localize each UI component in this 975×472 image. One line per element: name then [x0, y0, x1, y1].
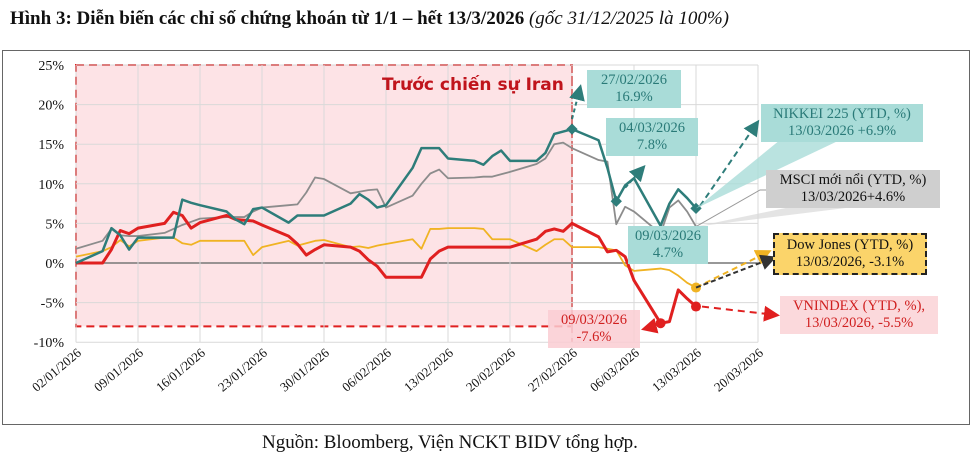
title-main: Hình 3: Diễn biến các chỉ số chứng khoán…: [10, 8, 529, 29]
y-tick-label: 0%: [45, 257, 64, 272]
x-tick-label: 20/03/2026: [711, 345, 766, 395]
series-line-nikkei: [75, 127, 697, 265]
y-tick-label: 25%: [38, 59, 64, 74]
y-tick-label: -5%: [41, 297, 65, 312]
x-tick-label: 06/02/2026: [339, 345, 394, 395]
series-line-vnindex: [76, 210, 697, 325]
title-note: (gốc 31/12/2025 là 100%): [528, 8, 729, 29]
y-tick-label: -10%: [34, 336, 65, 351]
x-tick-label: 13/03/2026: [649, 345, 704, 395]
legend-dow: Dow Jones (YTD, %) 13/03/2026, -3.1%: [773, 233, 927, 275]
marker-nikkei: [610, 195, 622, 207]
arrow-vnindex: [701, 305, 780, 322]
source-note: Nguồn: Bloomberg, Viện NCKT BIDV tổng hợ…: [262, 432, 638, 453]
arrow-nikkei-peak: [569, 84, 585, 120]
arrow-vnindex-low: [640, 317, 659, 334]
y-tick-label: 20%: [38, 99, 64, 114]
legend-vnindex: VNINDEX (YTD, %), 13/03/2026, -5.5%: [780, 296, 938, 334]
annotation-nikkei-0403: 04/03/2026 7.8%: [606, 118, 698, 156]
callout-msci: [696, 205, 870, 227]
x-tick-label: 09/01/2026: [91, 345, 146, 395]
arrow-nikkei-legend: [699, 119, 760, 207]
x-tick-label: 02/01/2026: [29, 345, 84, 395]
chart-frame: [2, 50, 970, 425]
marker-vnindex: [655, 318, 666, 329]
arrow-dow: [695, 250, 772, 289]
y-tick-label: 10%: [38, 178, 64, 193]
x-tick-label: 30/01/2026: [277, 345, 332, 395]
annotation-vnindex-low: 09/03/2026 -7.6%: [548, 310, 640, 348]
period-label: Trước chiến sự Iran: [382, 74, 564, 95]
arrow-dow-dashed: [695, 254, 777, 289]
x-tick-label: 27/02/2026: [525, 345, 580, 395]
x-tick-label: 16/01/2026: [153, 345, 208, 395]
annotation-nikkei-0903: 09/03/2026 4.7%: [628, 226, 708, 264]
legend-msci: MSCI mới nổi (YTD, %) 13/03/2026+4.6%: [766, 170, 940, 208]
y-tick-label: 15%: [38, 138, 64, 153]
y-tick-label: 5%: [45, 217, 64, 232]
x-tick-label: 13/02/2026: [401, 345, 456, 395]
marker-vnindex: [691, 301, 701, 312]
legend-nikkei: NIKKEI 225 (YTD, %) 13/03/2026 +6.9%: [761, 104, 923, 142]
figure-title: Hình 3: Diễn biến các chỉ số chứng khoán…: [10, 8, 729, 30]
x-tick-label: 20/02/2026: [463, 345, 518, 395]
arrow-nikkei-0403: [624, 164, 646, 189]
x-tick-label: 23/01/2026: [215, 345, 270, 395]
annotation-nikkei-peak: 27/02/2026 16.9%: [587, 70, 681, 108]
x-tick-label: 06/03/2026: [587, 345, 642, 395]
